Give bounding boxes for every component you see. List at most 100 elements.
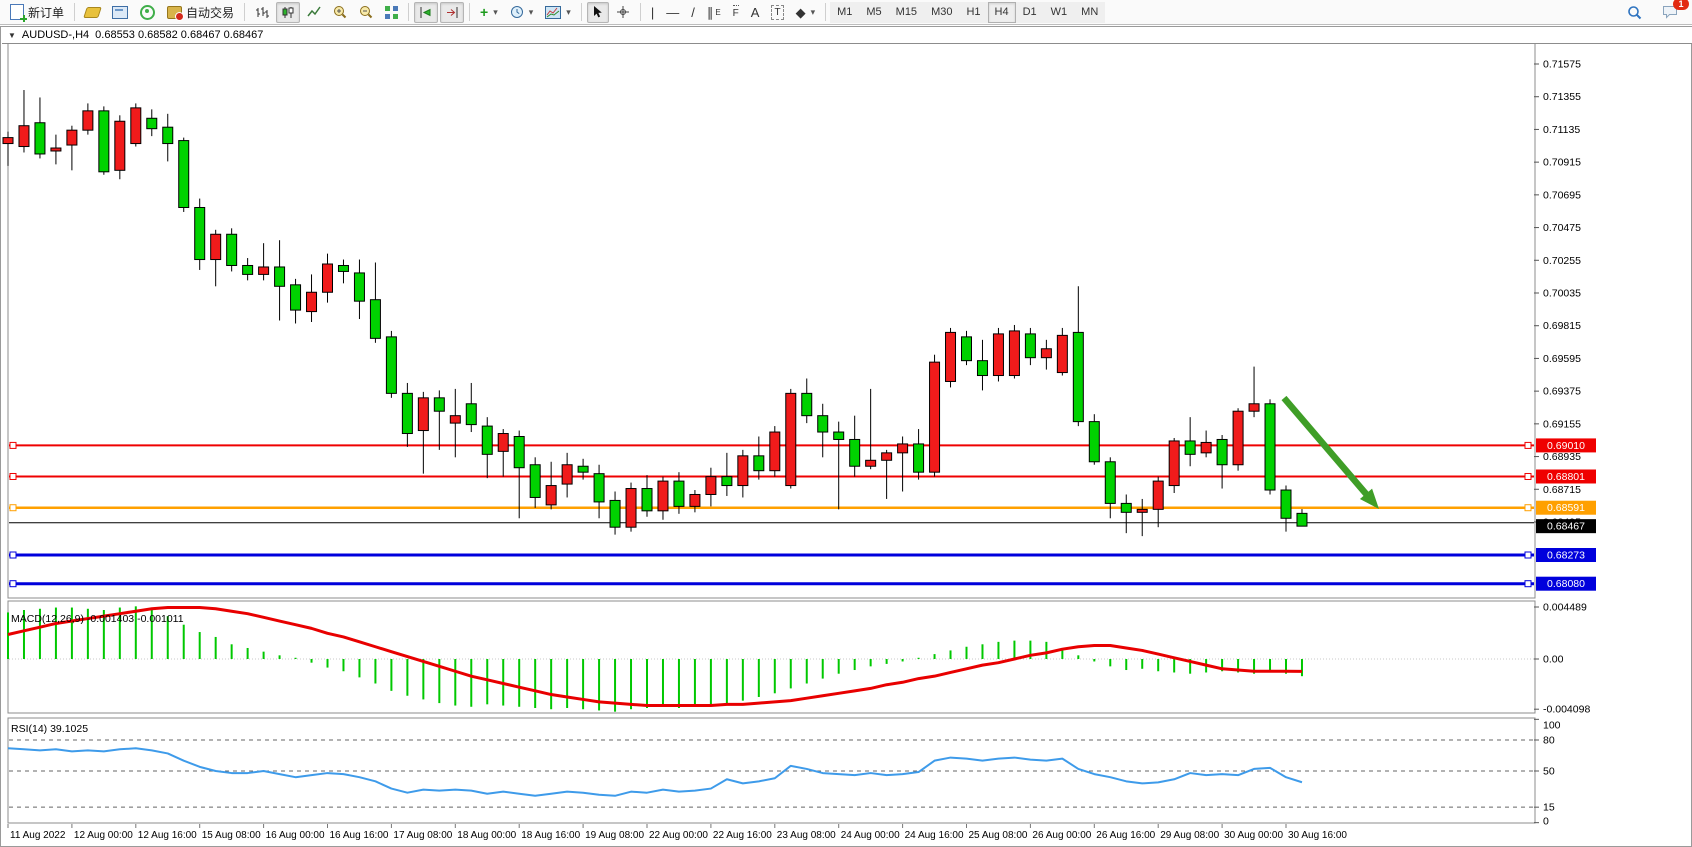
annotation-arrow-head — [1359, 488, 1379, 509]
price-label-box — [1536, 548, 1596, 563]
timeframe-button-M1[interactable]: M1 — [830, 1, 860, 23]
zoom-out-button[interactable] — [354, 2, 378, 23]
timeframe-button-M15[interactable]: M15 — [888, 1, 925, 23]
main-panel-border — [7, 43, 1536, 599]
candle-bear — [593, 473, 605, 503]
vertical-line-button[interactable]: | — [646, 2, 659, 23]
rsi-line — [7, 747, 1303, 797]
chart-plot[interactable]: 0.71575 0.71355 0.71135 0.70915 0.70695 0.704… — [1, 43, 1691, 846]
candle-bear — [98, 110, 110, 173]
new-order-icon — [10, 4, 27, 22]
price-axis-label: 0.71355 — [1543, 91, 1581, 103]
chart-window: ▼ AUDUSD-,H4 0.68553 0.68582 0.68467 0.6… — [0, 26, 1692, 847]
bars-chart-button[interactable] — [250, 2, 274, 23]
periods-button[interactable]: ▾ — [505, 2, 539, 23]
price-label-text: 0.68591 — [1547, 502, 1585, 514]
templates-button[interactable]: ▾ — [540, 2, 576, 23]
candle-bear — [721, 476, 733, 487]
fibonacci-button[interactable]: F — [728, 2, 744, 23]
rsi-axis-label: 80 — [1543, 735, 1555, 747]
indicators-button[interactable]: + ▾ — [475, 2, 503, 23]
toolbar-separator — [639, 3, 641, 21]
price-axis-label: 0.69155 — [1543, 418, 1581, 430]
price-axis-label: 0.69815 — [1543, 320, 1581, 332]
channel-icon: ∥ — [706, 4, 714, 20]
candle-bull — [82, 110, 94, 131]
trendline-button[interactable]: / — [686, 2, 700, 23]
new-order-button[interactable]: 新订单 — [5, 2, 69, 23]
rsi-axis-label: 50 — [1543, 766, 1555, 778]
search-button[interactable] — [1622, 2, 1647, 23]
date-axis-label: 16 Aug 16:00 — [330, 830, 389, 841]
toolbar-separator — [244, 3, 246, 21]
timeframe-button-W1[interactable]: W1 — [1043, 1, 1075, 23]
timeframe-button-D1[interactable]: D1 — [1015, 1, 1044, 23]
shift-end-button[interactable] — [440, 1, 465, 23]
alerts-icon — [140, 4, 156, 20]
styles-button[interactable] — [80, 2, 105, 23]
crosshair-button[interactable] — [611, 2, 635, 23]
line-handle — [9, 551, 17, 559]
text-label-button[interactable]: T — [766, 2, 788, 23]
candle-bear — [529, 464, 541, 498]
timeframe-button-M30[interactable]: M30 — [924, 1, 960, 23]
notifications-button[interactable]: 1 — [1657, 0, 1689, 23]
macd-label: MACD(12,26,9) -0.001403 -0.001011 — [11, 613, 184, 625]
date-axis-label: 15 Aug 08:00 — [202, 830, 261, 841]
date-axis-label: 25 Aug 08:00 — [969, 830, 1028, 841]
date-axis-label: 12 Aug 00:00 — [74, 830, 133, 841]
shapes-button[interactable]: ◆ ▾ — [791, 2, 821, 23]
date-axis-label: 11 Aug 2022 — [10, 830, 66, 841]
candles-chart-button[interactable] — [276, 1, 301, 23]
line-handle — [1524, 551, 1532, 559]
candle-bull — [18, 125, 30, 148]
text-button[interactable]: A — [746, 2, 765, 23]
horizontal-line-button[interactable]: — — [661, 2, 684, 23]
line-chart-button[interactable] — [302, 2, 326, 23]
candle-bull — [1200, 441, 1212, 454]
timeframe-button-H1[interactable]: H1 — [959, 1, 988, 23]
candle-bull — [322, 263, 333, 293]
date-axis-label: 22 Aug 00:00 — [649, 830, 708, 841]
candle-bear — [1184, 440, 1196, 455]
candles-icon — [282, 6, 294, 18]
candle-bull — [737, 455, 749, 487]
channel-button[interactable]: ∥ E — [702, 2, 726, 23]
candle-bear — [353, 272, 365, 302]
shift-chart-button[interactable] — [414, 1, 439, 23]
date-axis-label: 18 Aug 00:00 — [457, 830, 516, 841]
candle-bear — [146, 117, 158, 130]
candle-bull — [1040, 348, 1052, 359]
channel-sub-label: E — [715, 7, 721, 17]
price-axis-label: 0.69375 — [1543, 386, 1581, 398]
new-order-label: 新订单 — [28, 5, 65, 20]
toolbar-separator — [469, 3, 471, 21]
cursor-button[interactable] — [586, 1, 609, 23]
candle-bull — [306, 291, 318, 313]
price-axis-label: 0.71135 — [1543, 124, 1580, 136]
notification-badge: 1 — [1673, 0, 1689, 10]
timeframe-button-MN[interactable]: MN — [1074, 1, 1106, 23]
price-label-text: 0.68273 — [1547, 550, 1585, 562]
alerts-button[interactable] — [135, 2, 160, 23]
candle-bear — [1216, 438, 1228, 466]
candle-bear — [34, 122, 46, 155]
candle-bull — [945, 331, 957, 382]
candle-bull — [705, 476, 717, 495]
timeframe-button-H4[interactable]: H4 — [987, 1, 1016, 23]
date-axis-label: 18 Aug 16:00 — [521, 830, 580, 841]
timeframe-button-M5[interactable]: M5 — [859, 1, 889, 23]
market-watch-button[interactable] — [107, 2, 133, 23]
shapes-icon: ◆ — [795, 4, 806, 20]
toolbar-separator — [408, 3, 410, 21]
tile-windows-button[interactable] — [380, 2, 403, 23]
collapse-icon[interactable]: ▼ — [8, 30, 16, 40]
zoom-in-button[interactable] — [328, 2, 352, 23]
candle-bear — [673, 480, 685, 507]
autotrading-button[interactable]: 自动交易 — [162, 2, 239, 23]
price-label-box — [1536, 576, 1596, 591]
templates-caret-icon: ▾ — [566, 6, 571, 17]
hline-icon: — — [666, 4, 680, 20]
candle-bear — [226, 233, 238, 266]
candle-bull — [992, 333, 1004, 377]
